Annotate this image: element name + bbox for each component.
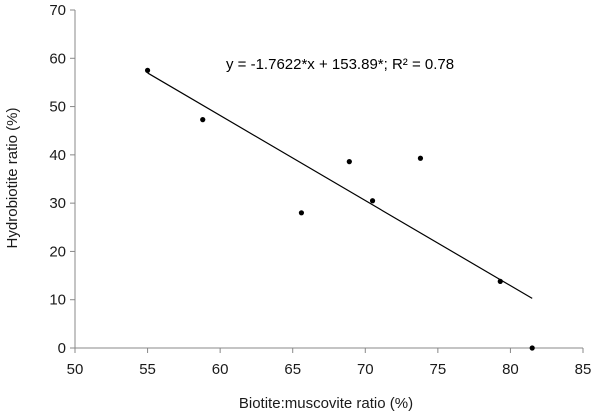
y-tick-label: 40 [49,147,66,164]
data-point [369,198,376,204]
x-tick-label: 65 [284,361,301,378]
x-axis-title: Biotite:muscovite ratio (%) [239,395,413,412]
regression-annotation: y = -1.7622*x + 153.89*; R² = 0.78 [226,56,454,73]
x-tick-label: 70 [357,361,374,378]
y-tick-label: 50 [49,99,66,116]
y-tick-label: 0 [58,340,66,357]
x-tick-label: 85 [575,361,592,378]
data-point [144,67,151,73]
data-point [346,159,352,165]
y-tick-label: 70 [49,2,66,19]
x-tick-label: 55 [139,361,156,378]
data-points [144,67,535,351]
x-tick-label: 50 [67,361,84,378]
y-tick-label: 10 [49,292,66,309]
data-point [497,278,503,284]
x-tick-label: 75 [430,361,447,378]
data-point [529,345,535,351]
data-point [417,155,424,161]
x-tick-label: 60 [212,361,229,378]
y-tick-label: 20 [49,243,66,260]
y-tick-label: 60 [49,50,66,67]
trendline-group [147,72,533,299]
x-tick-label: 80 [502,361,519,378]
tick-labels: 0 10 20 30 40 50 60 70 50 55 60 65 70 75 80 85 [49,2,591,378]
axes [70,9,584,353]
y-axis-title: Hydrobiotite ratio (%) [4,108,21,249]
trendline [147,72,533,299]
y-tick-label: 30 [49,195,66,212]
data-point [298,210,305,216]
data-point [200,117,206,123]
